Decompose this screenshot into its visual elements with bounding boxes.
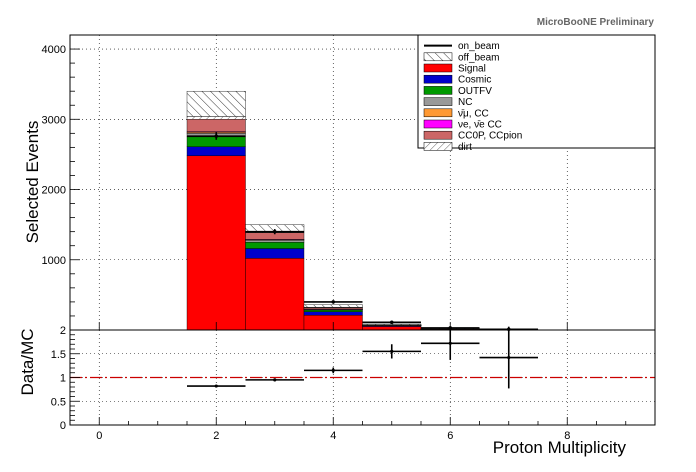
top-panel-y-axis: 1000 2000 3000 4000 [42, 34, 568, 331]
bar-segment-signal [186, 155, 246, 331]
bar-segment-dirt [362, 323, 422, 326]
legend-label: off_beam [458, 52, 500, 63]
top-ytick-label: 3000 [42, 114, 66, 126]
bar-segment-outfv [303, 309, 363, 312]
bar-segment-dirt [186, 116, 246, 120]
top-ytick-label: 2000 [42, 185, 66, 197]
bar-segment-cosmic [186, 146, 246, 157]
bot-ytick-label: 0.5 [51, 396, 66, 408]
legend-swatch [423, 108, 453, 118]
top-panel-ylabel: Selected Events [23, 121, 42, 244]
bot-ytick-label: 1.5 [51, 349, 66, 361]
ratio-point [214, 384, 218, 388]
bot-ytick-label: 2 [60, 325, 66, 337]
legend-swatch [423, 119, 453, 129]
bot-xtick-label: 6 [447, 430, 453, 442]
top-panel-grid [70, 35, 655, 330]
bar-segment-nc [245, 239, 305, 243]
bot-xtick-label: 4 [330, 430, 336, 442]
ratio-point [448, 341, 452, 345]
legend-swatch [423, 130, 453, 140]
legend-label: on_beam [458, 41, 500, 52]
ratio-point [331, 368, 335, 372]
bot-ytick-label: 1 [60, 373, 66, 385]
x-axis-label: Proton Multiplicity [493, 438, 627, 457]
bar-segment-dirt [186, 90, 246, 117]
bar-segment-signal [245, 258, 305, 331]
legend-label: ν̄μ, CC [458, 108, 489, 119]
legend-swatch [423, 74, 453, 84]
legend-label: Signal [458, 64, 486, 75]
data-point [331, 300, 336, 304]
bot-xtick-label: 0 [96, 430, 102, 442]
data-point [214, 134, 219, 138]
bar-segment-cosmic [303, 311, 363, 316]
bottom-panel-x-axis: 0 2 4 6 8 [96, 417, 627, 442]
legend-label: CC0P, CCpion [458, 131, 522, 142]
bar-segment-signal [362, 326, 422, 331]
bot-xtick-label: 8 [564, 430, 570, 442]
legend-label: OUTFV [458, 86, 492, 97]
bottom-panel-ratio-points [187, 326, 538, 389]
ratio-point [390, 349, 394, 353]
legend-label: dirt [458, 142, 472, 153]
data-point [272, 229, 277, 234]
bot-xtick-label: 2 [213, 430, 219, 442]
legend-swatch [423, 86, 453, 95]
ratio-point [507, 355, 511, 360]
bar-segment-dirt [303, 304, 363, 308]
top-ytick-label: 1000 [42, 255, 66, 267]
top-ytick-label: 4000 [42, 44, 66, 56]
legend-label: νe, ν̄e CC [458, 120, 502, 131]
legend-swatch [423, 52, 453, 62]
legend-swatch [423, 142, 453, 151]
legend-label: NC [458, 97, 472, 108]
bar-segment-cosmic [245, 248, 305, 259]
legend-label: Cosmic [458, 75, 491, 86]
ratio-point [273, 378, 277, 382]
data-point [389, 320, 394, 325]
legend-swatch [423, 97, 453, 106]
bar-segment-cc0p_ccpion [186, 119, 246, 132]
legend-box [417, 34, 656, 149]
bar-segment-outfv [245, 242, 305, 249]
legend-swatch [423, 63, 453, 73]
bot-ytick-label: 0 [60, 420, 66, 432]
bottom-panel-y-axis: 0 0.5 1 1.5 2 [51, 325, 80, 432]
preliminary-label: MicroBooNE Preliminary [537, 17, 655, 28]
bottom-panel-ylabel: Data/MC [18, 328, 37, 395]
